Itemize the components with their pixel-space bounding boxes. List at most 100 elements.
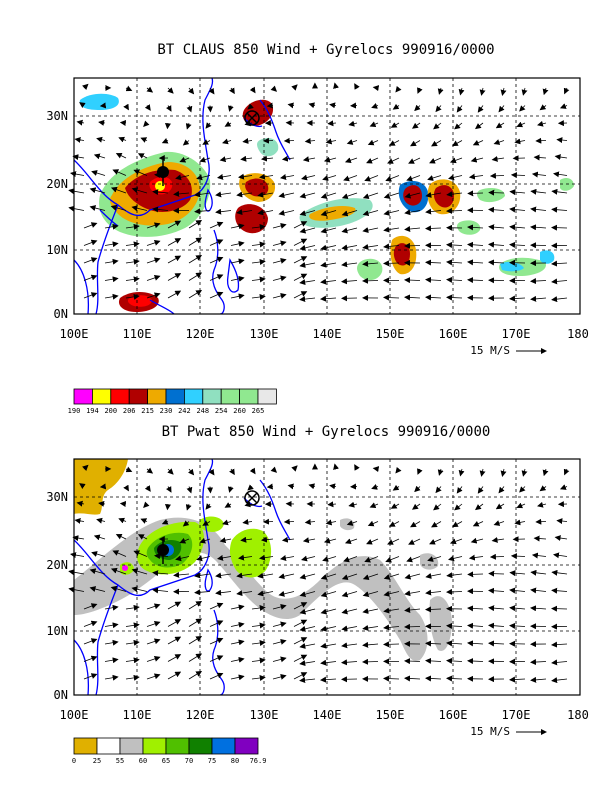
wind-vector — [215, 572, 232, 579]
wind-vector — [230, 223, 245, 230]
wind-vector — [472, 139, 484, 146]
colorbar-label: 206 — [123, 407, 136, 415]
wind-vector — [539, 104, 547, 111]
panel-1-x-ticks: 100E 110E 120E 130E 140E 150E 160E 170E … — [60, 327, 589, 341]
wind-vector — [89, 205, 106, 211]
colorbar-swatch — [239, 388, 259, 405]
wind-vector — [188, 670, 203, 680]
wind-vector — [404, 242, 421, 249]
wind-vector — [202, 520, 211, 526]
wind-vector — [551, 224, 568, 231]
wind-vector — [207, 105, 214, 113]
wind-vector — [475, 503, 484, 511]
wind-vector — [272, 292, 287, 299]
wind-vector — [454, 122, 463, 130]
wind-vector — [83, 620, 98, 627]
x-tick-100e: 100E — [60, 708, 89, 722]
panel-2-wind-reference: 15 M/S — [470, 725, 547, 738]
wind-vector — [383, 226, 400, 233]
wind-vector — [249, 86, 256, 94]
wind-vector — [333, 82, 339, 89]
wind-vector — [104, 657, 119, 664]
wind-vector — [89, 586, 106, 592]
wind-vector — [425, 294, 442, 301]
wind-vector — [404, 607, 421, 613]
wind-vector — [219, 537, 232, 544]
panel-2-frame — [73, 458, 581, 696]
wind-vector — [341, 192, 358, 200]
wind-vector — [509, 622, 526, 629]
wind-vector — [123, 103, 129, 111]
wind-vector — [219, 156, 232, 163]
wind-vector — [291, 465, 298, 472]
wind-vector — [165, 105, 172, 112]
wind-vector — [470, 156, 484, 163]
wind-vector — [509, 224, 526, 231]
wind-vector — [224, 502, 232, 508]
wind-vector — [209, 291, 224, 299]
wind-vector — [230, 639, 245, 646]
wind-vector — [167, 636, 182, 645]
wind-vector — [173, 190, 190, 197]
wind-vector — [346, 520, 358, 526]
wind-vector — [322, 556, 337, 562]
colorbar-label: 242 — [178, 407, 191, 415]
wind-vector — [70, 171, 85, 178]
wind-vector — [539, 485, 547, 492]
wind-vector — [104, 674, 119, 681]
wind-vector — [164, 122, 171, 130]
wind-vector — [278, 590, 295, 597]
wind-vector — [489, 553, 505, 560]
wind-vector — [257, 209, 274, 216]
wind-vector — [230, 656, 245, 663]
colorbar-label: 230 — [160, 407, 173, 415]
wind-vector — [530, 605, 547, 612]
colorbar-label: 190 — [68, 407, 81, 415]
x-tick-110e: 110E — [123, 327, 152, 341]
wind-vector — [82, 464, 89, 472]
wind-vector — [79, 483, 86, 489]
wind-vector — [531, 171, 547, 178]
wind-vector — [224, 121, 232, 127]
wind-vector — [493, 520, 505, 526]
wind-vector — [89, 187, 106, 194]
wind-vector — [519, 105, 526, 112]
wind-vector — [343, 175, 358, 182]
wind-reference-label: 15 M/S — [470, 344, 510, 357]
wind-vector — [115, 533, 127, 540]
wind-vector — [320, 295, 337, 302]
wind-vector — [329, 483, 337, 490]
wind-vector — [383, 209, 400, 216]
wind-vector — [259, 554, 274, 561]
wind-vector — [299, 642, 316, 649]
wind-vector — [488, 622, 505, 629]
wind-vector — [165, 486, 172, 493]
wind-vector — [167, 255, 182, 264]
wind-vector — [104, 622, 119, 629]
wind-vector — [251, 276, 266, 283]
wind-vector — [119, 500, 127, 507]
wind-vector — [146, 603, 161, 610]
wind-vector — [470, 537, 484, 544]
wind-vector — [383, 607, 400, 614]
wind-vector — [542, 87, 549, 96]
wind-vector — [278, 573, 295, 580]
colorbar-label: 65 — [162, 757, 170, 765]
wind-vector — [446, 572, 463, 579]
wind-vector — [259, 173, 274, 180]
wind-vector — [341, 591, 358, 598]
wind-vector — [341, 659, 358, 666]
wind-vector — [272, 603, 287, 610]
wind-vector — [354, 83, 360, 90]
wind-vector — [446, 241, 463, 248]
wind-vector — [125, 622, 140, 629]
wind-vector — [152, 587, 169, 594]
wind-vector — [367, 139, 379, 146]
wind-vector — [266, 102, 274, 109]
wind-vector — [270, 85, 278, 92]
wind-vector — [104, 258, 119, 265]
wind-vector — [362, 624, 379, 631]
x-tick-150e: 150E — [376, 327, 405, 341]
wind-vector — [390, 122, 400, 128]
wind-vector — [96, 517, 106, 524]
